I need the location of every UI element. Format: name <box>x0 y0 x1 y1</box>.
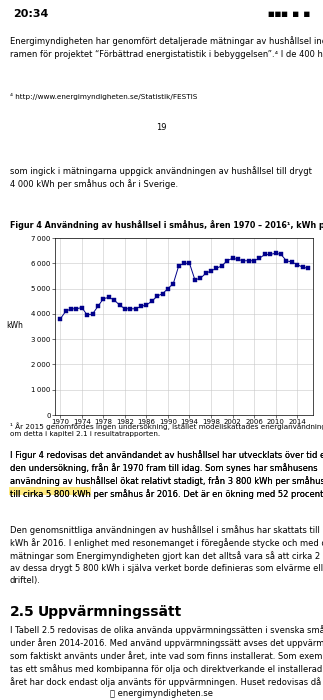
Text: ¹ År 2015 genomfördes ingen undersökning, istället modellskattades energianvändn: ¹ År 2015 genomfördes ingen undersökning… <box>10 422 323 438</box>
Text: 🔒 energimyndigheten.se: 🔒 energimyndigheten.se <box>110 690 213 699</box>
Text: som ingick i mätningarna uppgick användningen av hushållsel till drygt
4 000 kWh: som ingick i mätningarna uppgick användn… <box>10 166 312 189</box>
Text: 2.5: 2.5 <box>10 605 35 619</box>
Text: Uppvärmningssätt: Uppvärmningssätt <box>38 605 182 619</box>
Text: 20:34: 20:34 <box>13 9 48 19</box>
Text: Den genomsnittliga användningen av hushållsel i småhus har skattats till 5 800
k: Den genomsnittliga användningen av hushå… <box>10 525 323 584</box>
Text: ⁴ http://www.energimyndigheten.se/Statistik/FESTIS: ⁴ http://www.energimyndigheten.se/Statis… <box>10 93 197 100</box>
Text: ■■■  ■  ■: ■■■ ■ ■ <box>268 11 310 17</box>
Text: kWh: kWh <box>6 321 23 330</box>
Text: I Figur 4 redovisas det användandet av hushållsel har utvecklats över tid enligt: I Figur 4 redovisas det användandet av h… <box>10 450 323 499</box>
Text: Figur 4 Användning av hushållsel i småhus, åren 1970 – 2016¹, kWh per hus.: Figur 4 Användning av hushållsel i småhu… <box>10 220 323 230</box>
Text: 19: 19 <box>156 123 167 132</box>
Text: I Figur 4 redovisas det användandet av hushållsel har utvecklats över tid enligt: I Figur 4 redovisas det användandet av h… <box>10 450 323 499</box>
Text: Energimyndigheten har genomfört detaljerade mätningar av hushållsel inom
ramen f: Energimyndigheten har genomfört detaljer… <box>10 36 323 59</box>
Text: I Tabell 2.5 redovisas de olika använda uppvärmningssätten i svenska småhus
unde: I Tabell 2.5 redovisas de olika använda … <box>10 625 323 687</box>
FancyBboxPatch shape <box>9 486 91 495</box>
